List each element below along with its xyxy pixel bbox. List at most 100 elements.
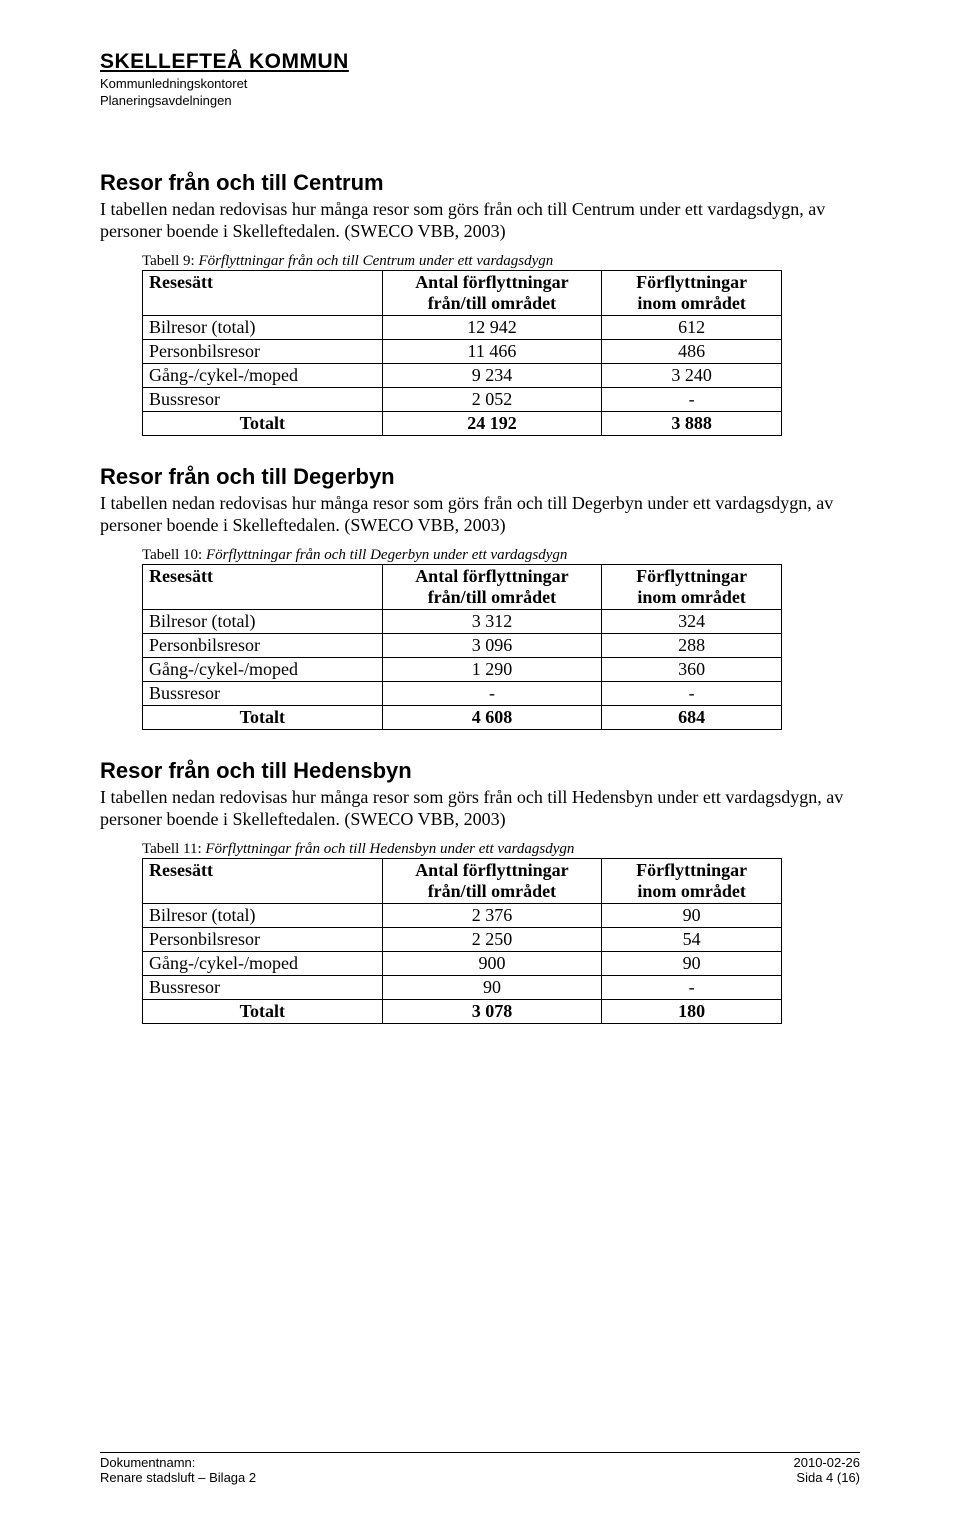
table-cell: Totalt <box>143 411 383 435</box>
section-text: I tabellen nedan redovisas hur många res… <box>100 492 860 537</box>
letterhead: SKELLEFTEÅ KOMMUN Kommunledningskontoret… <box>100 50 860 110</box>
table-cell: 9 234 <box>382 363 602 387</box>
section-title: Resor från och till Centrum <box>100 170 860 196</box>
footer-doc-name: Renare stadsluft – Bilaga 2 <box>100 1470 256 1485</box>
table-cell: 4 608 <box>382 705 602 729</box>
column-header: Antal förflyttningarfrån/till området <box>382 270 602 315</box>
table-cell: Personbilsresor <box>143 927 383 951</box>
table-totals-row: Totalt3 078180 <box>143 999 782 1023</box>
table-row: Gång-/cykel-/moped9 2343 240 <box>143 363 782 387</box>
table-cell: 90 <box>382 975 602 999</box>
table-cell: 3 888 <box>602 411 782 435</box>
column-header: Förflyttningarinom området <box>602 564 782 609</box>
table-cell: 900 <box>382 951 602 975</box>
table-cell: Bussresor <box>143 387 383 411</box>
table-row: Bussresor90- <box>143 975 782 999</box>
column-header: Antal förflyttningarfrån/till området <box>382 564 602 609</box>
table-caption: Tabell 11: Förflyttningar från och till … <box>142 841 860 858</box>
table-cell: Bussresor <box>143 681 383 705</box>
table-row: Bilresor (total)2 37690 <box>143 903 782 927</box>
caption-italic: Förflyttningar från och till Degerbyn un… <box>206 547 567 563</box>
data-table: ResesättAntal förflyttningarfrån/till om… <box>142 564 782 730</box>
column-header: Resesätt <box>143 858 383 903</box>
section-title: Resor från och till Hedensbyn <box>100 758 860 784</box>
section: Resor från och till DegerbynI tabellen n… <box>100 464 860 730</box>
table-cell: 2 376 <box>382 903 602 927</box>
table-cell: 24 192 <box>382 411 602 435</box>
table-cell: 90 <box>602 951 782 975</box>
section-text: I tabellen nedan redovisas hur många res… <box>100 198 860 243</box>
table-cell: 288 <box>602 633 782 657</box>
footer-page-number: Sida 4 (16) <box>794 1470 861 1485</box>
table-cell: Gång-/cykel-/moped <box>143 951 383 975</box>
table-cell: 2 250 <box>382 927 602 951</box>
table-cell: 3 240 <box>602 363 782 387</box>
column-header: Förflyttningarinom området <box>602 858 782 903</box>
caption-italic: Förflyttningar från och till Centrum und… <box>198 253 553 269</box>
table-header-row: ResesättAntal förflyttningarfrån/till om… <box>143 270 782 315</box>
table-row: Gång-/cykel-/moped1 290360 <box>143 657 782 681</box>
section: Resor från och till CentrumI tabellen ne… <box>100 170 860 436</box>
data-table: ResesättAntal förflyttningarfrån/till om… <box>142 270 782 436</box>
table-row: Bilresor (total)3 312324 <box>143 609 782 633</box>
data-table: ResesättAntal förflyttningarfrån/till om… <box>142 858 782 1024</box>
column-header: Förflyttningarinom området <box>602 270 782 315</box>
table-cell: Bilresor (total) <box>143 609 383 633</box>
table-totals-row: Totalt24 1923 888 <box>143 411 782 435</box>
column-header: Resesätt <box>143 270 383 315</box>
caption-prefix: Tabell 10: <box>142 547 206 563</box>
caption-italic: Förflyttningar från och till Hedensbyn u… <box>205 841 574 857</box>
table-row: Personbilsresor3 096288 <box>143 633 782 657</box>
section: Resor från och till HedensbynI tabellen … <box>100 758 860 1024</box>
table-caption: Tabell 9: Förflyttningar från och till C… <box>142 253 860 270</box>
table-row: Personbilsresor11 466486 <box>143 339 782 363</box>
table-cell: 54 <box>602 927 782 951</box>
table-cell: Bilresor (total) <box>143 315 383 339</box>
page-footer: Dokumentnamn: Renare stadsluft – Bilaga … <box>100 1452 860 1485</box>
caption-prefix: Tabell 9: <box>142 253 198 269</box>
table-cell: Gång-/cykel-/moped <box>143 657 383 681</box>
table-cell: 324 <box>602 609 782 633</box>
table-cell: 2 052 <box>382 387 602 411</box>
table-header-row: ResesättAntal förflyttningarfrån/till om… <box>143 858 782 903</box>
table-cell: Bilresor (total) <box>143 903 383 927</box>
table-cell: 3 078 <box>382 999 602 1023</box>
table-caption: Tabell 10: Förflyttningar från och till … <box>142 547 860 564</box>
table-cell: 1 290 <box>382 657 602 681</box>
table-cell: 486 <box>602 339 782 363</box>
footer-date: 2010-02-26 <box>794 1455 861 1470</box>
caption-prefix: Tabell 11: <box>142 841 205 857</box>
table-cell: Bussresor <box>143 975 383 999</box>
document-page: SKELLEFTEÅ KOMMUN Kommunledningskontoret… <box>0 0 960 1515</box>
org-name: SKELLEFTEÅ KOMMUN <box>100 50 860 74</box>
column-header: Resesätt <box>143 564 383 609</box>
section-text: I tabellen nedan redovisas hur många res… <box>100 786 860 831</box>
table-cell: 360 <box>602 657 782 681</box>
table-cell: - <box>602 387 782 411</box>
table-cell: Totalt <box>143 705 383 729</box>
table-cell: 684 <box>602 705 782 729</box>
table-row: Bussresor2 052- <box>143 387 782 411</box>
table-cell: 3 312 <box>382 609 602 633</box>
table-cell: - <box>602 975 782 999</box>
table-cell: - <box>602 681 782 705</box>
table-cell: 12 942 <box>382 315 602 339</box>
table-row: Gång-/cykel-/moped90090 <box>143 951 782 975</box>
table-row: Bilresor (total)12 942612 <box>143 315 782 339</box>
table-cell: 612 <box>602 315 782 339</box>
org-dept1: Kommunledningskontoret <box>100 76 860 93</box>
column-header: Antal förflyttningarfrån/till området <box>382 858 602 903</box>
table-cell: 11 466 <box>382 339 602 363</box>
content-body: Resor från och till CentrumI tabellen ne… <box>100 170 860 1024</box>
table-totals-row: Totalt4 608684 <box>143 705 782 729</box>
table-row: Bussresor-- <box>143 681 782 705</box>
table-cell: 3 096 <box>382 633 602 657</box>
table-cell: Personbilsresor <box>143 339 383 363</box>
org-dept2: Planeringsavdelningen <box>100 93 860 110</box>
footer-doc-label: Dokumentnamn: <box>100 1455 256 1470</box>
table-cell: Gång-/cykel-/moped <box>143 363 383 387</box>
section-title: Resor från och till Degerbyn <box>100 464 860 490</box>
table-cell: 180 <box>602 999 782 1023</box>
table-cell: - <box>382 681 602 705</box>
table-header-row: ResesättAntal förflyttningarfrån/till om… <box>143 564 782 609</box>
